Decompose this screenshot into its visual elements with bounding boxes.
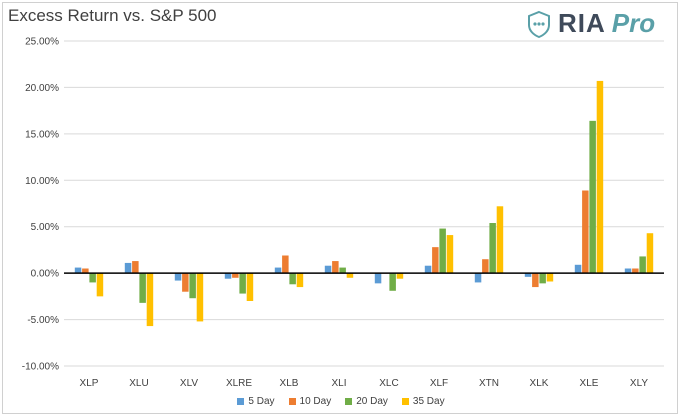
legend-swatch <box>401 398 409 405</box>
y-tick-label: -5.00% <box>27 315 59 326</box>
legend-label: 10 Day <box>299 396 332 407</box>
legend-label: 35 Day <box>412 396 445 407</box>
bar <box>274 267 282 274</box>
bar <box>346 273 354 278</box>
legend-swatch <box>345 398 353 405</box>
bar <box>182 273 189 292</box>
bar <box>624 268 632 274</box>
bar <box>232 273 239 278</box>
bar <box>539 273 546 284</box>
bar <box>74 267 82 274</box>
bar <box>632 268 639 274</box>
bar <box>574 264 582 274</box>
y-tick-label: 0.00% <box>31 269 59 280</box>
y-tick-label: 20.00% <box>25 83 59 94</box>
x-tick-label: XLC <box>379 378 398 389</box>
shield-chat-icon <box>528 10 550 38</box>
bar <box>446 235 454 274</box>
y-tick-label: 15.00% <box>25 129 59 140</box>
bar <box>474 273 482 283</box>
bar <box>524 273 532 277</box>
ria-pro-logo: RIA Pro <box>526 8 655 39</box>
bar <box>139 273 146 303</box>
legend-item: 35 Day <box>401 396 445 407</box>
legend-swatch <box>237 398 245 405</box>
y-tick-label: 5.00% <box>31 222 59 233</box>
bar <box>389 273 396 291</box>
bar <box>439 228 446 274</box>
bar <box>532 273 539 288</box>
bar <box>239 273 246 294</box>
legend-item: 10 Day <box>288 396 332 407</box>
x-tick-label: XTN <box>479 378 499 389</box>
bar <box>396 273 404 279</box>
bar <box>282 255 289 274</box>
logo-text-ria: RIA <box>558 8 606 38</box>
bars <box>74 80 654 327</box>
x-tick-label: XLY <box>630 378 648 389</box>
bar <box>296 273 304 288</box>
x-tick-label: XLU <box>129 378 148 389</box>
bar <box>432 247 439 274</box>
bar <box>546 273 554 282</box>
y-tick-label: -10.00% <box>22 362 59 373</box>
bar <box>646 233 654 274</box>
x-tick-label: XLB <box>280 378 299 389</box>
x-tick-label: XLRE <box>226 378 252 389</box>
axes: -10.00% -5.00% 0.00% 5.00% 10.00% 15.00% 20.00… <box>22 37 664 389</box>
bar <box>289 273 296 285</box>
x-tick-label: XLI <box>331 378 346 389</box>
chart-title: Excess Return vs. S&P 500 <box>8 6 217 25</box>
x-tick-label: XLV <box>180 378 198 389</box>
bar <box>174 273 182 281</box>
x-tick-label: XLE <box>580 378 599 389</box>
legend-item: 5 Day <box>237 396 275 407</box>
bar <box>82 268 89 274</box>
bar <box>324 265 332 274</box>
chart-legend: 5 Day 10 Day 20 Day 35 Day <box>0 396 682 407</box>
bar <box>146 273 154 327</box>
legend-label: 20 Day <box>356 396 388 407</box>
x-tick-label: XLK <box>530 378 549 389</box>
bar <box>224 273 232 279</box>
bar <box>596 80 604 274</box>
legend-swatch <box>288 398 296 405</box>
chart-frame <box>2 2 678 414</box>
bar <box>489 223 496 274</box>
bar <box>482 259 489 274</box>
bar <box>374 273 382 284</box>
bar <box>246 273 254 301</box>
x-tick-label: XLP <box>80 378 99 389</box>
bar <box>89 273 96 283</box>
bar <box>589 120 596 274</box>
y-tick-label: 25.00% <box>25 37 59 48</box>
bar <box>339 267 346 274</box>
legend-item: 20 Day <box>345 396 388 407</box>
x-tick-label: XLF <box>430 378 448 389</box>
legend-label: 5 Day <box>248 396 275 407</box>
logo-text-pro: Pro <box>611 8 656 38</box>
bar <box>639 256 646 274</box>
bar <box>496 206 504 274</box>
bar <box>196 273 204 322</box>
bar <box>189 273 196 299</box>
bar <box>132 261 139 274</box>
bar <box>424 265 432 274</box>
gridlines <box>64 40 664 367</box>
bar <box>96 273 104 297</box>
y-tick-label: 10.00% <box>25 176 59 187</box>
bar <box>124 262 132 274</box>
bar <box>332 261 339 274</box>
bar <box>582 190 589 274</box>
